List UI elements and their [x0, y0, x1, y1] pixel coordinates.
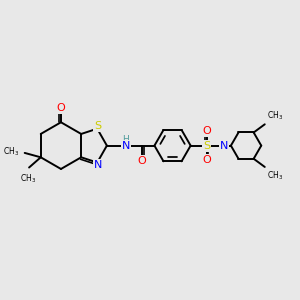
Text: CH$_3$: CH$_3$ — [3, 145, 20, 158]
Text: H: H — [122, 135, 129, 144]
Text: N: N — [122, 141, 130, 151]
Text: O: O — [137, 156, 146, 166]
Text: S: S — [203, 141, 210, 151]
Text: S: S — [94, 122, 101, 131]
Text: CH$_3$: CH$_3$ — [20, 173, 37, 185]
Text: CH$_3$: CH$_3$ — [266, 169, 283, 182]
Text: O: O — [202, 126, 211, 136]
Text: O: O — [202, 155, 211, 165]
Text: N: N — [94, 160, 102, 170]
Text: N: N — [220, 141, 228, 151]
Text: O: O — [57, 103, 65, 113]
Text: CH$_3$: CH$_3$ — [266, 110, 283, 122]
